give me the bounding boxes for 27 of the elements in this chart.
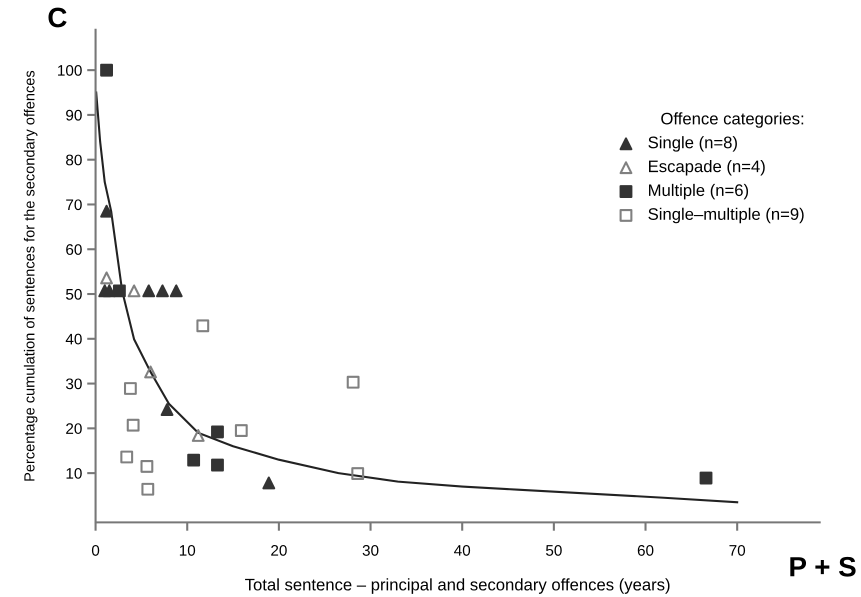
x-tick-label: 60	[638, 545, 654, 556]
y-tick-label: 70	[66, 199, 82, 210]
legend-label: Single (n=8)	[648, 136, 737, 152]
y-tick-label: 50	[66, 288, 82, 300]
y-tick-label: 60	[66, 244, 82, 255]
y-tick-label: 30	[66, 378, 82, 390]
y-tick-label: 90	[66, 110, 82, 121]
x-tick-label: 10	[180, 545, 196, 556]
y-axis-title: Percentage cumulation of sentences for the secondary offences	[24, 70, 38, 481]
text: P + S	[790, 556, 856, 577]
x-tick-label: 20	[271, 545, 287, 556]
y-tick-label: 20	[66, 423, 82, 434]
y-tick-label: 40	[66, 334, 82, 344]
x-tick-label: 40	[454, 545, 470, 556]
legend-label: Single–multiple (n=9)	[648, 208, 804, 224]
y-tick-label: 100	[58, 65, 82, 76]
text: C	[48, 8, 67, 28]
x-axis-title: Total sentence – principal and secondary offences (years)	[245, 578, 670, 594]
y-tick-label: 80	[66, 154, 82, 166]
y-tick-label: 10	[66, 468, 82, 479]
legend-label: Multiple (n=6)	[649, 184, 748, 200]
x-tick-label: 50	[546, 545, 562, 556]
x-tick-label: 30	[362, 545, 378, 556]
x-tick-label: 70	[729, 545, 746, 556]
legend-label: Escapade (n=4)	[649, 160, 765, 176]
x-tick-label: 0	[92, 545, 100, 556]
legend-title: Offence categories:	[661, 112, 804, 128]
